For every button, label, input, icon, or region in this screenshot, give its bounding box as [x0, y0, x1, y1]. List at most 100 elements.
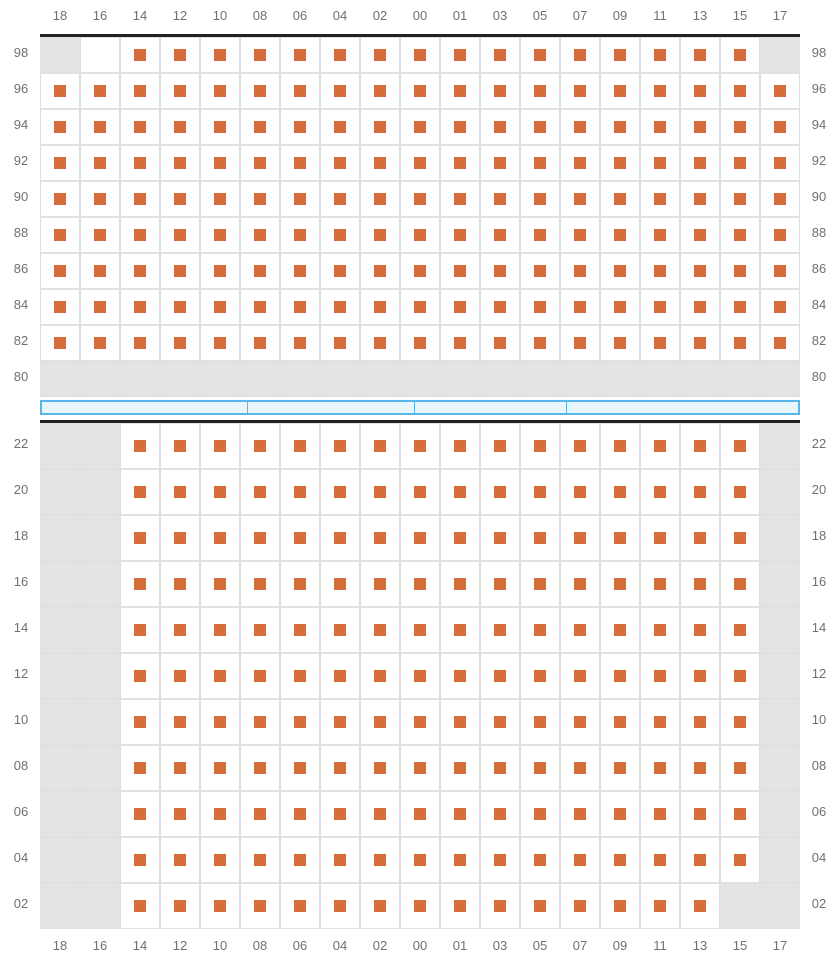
seat-cell[interactable] [240, 253, 280, 289]
seat-cell[interactable] [200, 837, 240, 883]
seat-cell[interactable] [280, 653, 320, 699]
seat-cell[interactable] [400, 883, 440, 929]
seat-cell[interactable] [600, 837, 640, 883]
seat-cell[interactable] [680, 515, 720, 561]
seat-cell[interactable] [160, 699, 200, 745]
seat-cell[interactable] [200, 561, 240, 607]
seat-cell[interactable] [680, 745, 720, 791]
seat-cell[interactable] [320, 253, 360, 289]
seat-cell[interactable] [360, 515, 400, 561]
seat-cell[interactable] [280, 423, 320, 469]
seat-cell[interactable] [240, 289, 280, 325]
seat-cell[interactable] [480, 791, 520, 837]
seat-cell[interactable] [160, 469, 200, 515]
seat-cell[interactable] [480, 145, 520, 181]
seat-cell[interactable] [40, 253, 80, 289]
seat-cell[interactable] [120, 289, 160, 325]
seat-cell[interactable] [200, 423, 240, 469]
seat-cell[interactable] [280, 181, 320, 217]
seat-cell[interactable] [640, 883, 680, 929]
seat-cell[interactable] [320, 73, 360, 109]
seat-cell[interactable] [120, 515, 160, 561]
seat-cell[interactable] [520, 423, 560, 469]
seat-cell[interactable] [200, 181, 240, 217]
seat-cell[interactable] [320, 699, 360, 745]
seat-cell[interactable] [520, 325, 560, 361]
seat-cell[interactable] [40, 217, 80, 253]
seat-cell[interactable] [600, 745, 640, 791]
seat-cell[interactable] [440, 145, 480, 181]
seat-cell[interactable] [400, 561, 440, 607]
seat-cell[interactable] [200, 289, 240, 325]
seat-cell[interactable] [120, 745, 160, 791]
seat-cell[interactable] [280, 289, 320, 325]
seat-cell[interactable] [400, 607, 440, 653]
seat-cell[interactable] [120, 217, 160, 253]
seat-cell[interactable] [320, 423, 360, 469]
seat-cell[interactable] [600, 791, 640, 837]
seat-cell[interactable] [160, 253, 200, 289]
seat-cell[interactable] [400, 791, 440, 837]
seat-cell[interactable] [600, 109, 640, 145]
seat-cell[interactable] [720, 791, 760, 837]
seat-cell[interactable] [120, 37, 160, 73]
seat-cell[interactable] [560, 515, 600, 561]
seat-cell[interactable] [360, 109, 400, 145]
seat-cell[interactable] [480, 73, 520, 109]
seat-cell[interactable] [360, 253, 400, 289]
seat-cell[interactable] [720, 699, 760, 745]
seat-cell[interactable] [280, 253, 320, 289]
seat-cell[interactable] [360, 423, 400, 469]
seat-cell[interactable] [400, 145, 440, 181]
seat-cell[interactable] [560, 289, 600, 325]
seat-cell[interactable] [640, 745, 680, 791]
seat-cell[interactable] [320, 791, 360, 837]
seat-cell[interactable] [680, 181, 720, 217]
seat-cell[interactable] [480, 289, 520, 325]
seat-cell[interactable] [280, 469, 320, 515]
seat-cell[interactable] [120, 253, 160, 289]
seat-cell[interactable] [200, 217, 240, 253]
seat-cell[interactable] [240, 653, 280, 699]
seat-cell[interactable] [200, 607, 240, 653]
seat-cell[interactable] [400, 109, 440, 145]
seat-cell[interactable] [320, 561, 360, 607]
seat-cell[interactable] [320, 109, 360, 145]
seat-cell[interactable] [160, 289, 200, 325]
seat-cell[interactable] [720, 289, 760, 325]
seat-cell[interactable] [320, 145, 360, 181]
seat-cell[interactable] [120, 837, 160, 883]
seat-cell[interactable] [80, 145, 120, 181]
seat-cell[interactable] [440, 699, 480, 745]
seat-cell[interactable] [80, 181, 120, 217]
seat-cell[interactable] [240, 217, 280, 253]
seat-cell[interactable] [480, 423, 520, 469]
seat-cell[interactable] [240, 607, 280, 653]
seat-cell[interactable] [560, 325, 600, 361]
seat-cell[interactable] [200, 325, 240, 361]
seat-cell[interactable] [400, 289, 440, 325]
seat-cell[interactable] [120, 73, 160, 109]
seat-cell[interactable] [680, 253, 720, 289]
seat-cell[interactable] [640, 145, 680, 181]
seat-cell[interactable] [640, 73, 680, 109]
seat-cell[interactable] [80, 37, 120, 73]
seat-cell[interactable] [760, 181, 800, 217]
seat-cell[interactable] [560, 37, 600, 73]
seat-cell[interactable] [440, 253, 480, 289]
seat-cell[interactable] [360, 653, 400, 699]
seat-cell[interactable] [680, 217, 720, 253]
seat-cell[interactable] [160, 515, 200, 561]
seat-cell[interactable] [440, 325, 480, 361]
seat-cell[interactable] [80, 217, 120, 253]
seat-cell[interactable] [320, 217, 360, 253]
seat-cell[interactable] [280, 109, 320, 145]
seat-cell[interactable] [720, 217, 760, 253]
seat-cell[interactable] [600, 883, 640, 929]
seat-cell[interactable] [160, 181, 200, 217]
seat-cell[interactable] [720, 745, 760, 791]
seat-cell[interactable] [480, 325, 520, 361]
seat-cell[interactable] [200, 699, 240, 745]
seat-cell[interactable] [120, 145, 160, 181]
seat-cell[interactable] [200, 653, 240, 699]
